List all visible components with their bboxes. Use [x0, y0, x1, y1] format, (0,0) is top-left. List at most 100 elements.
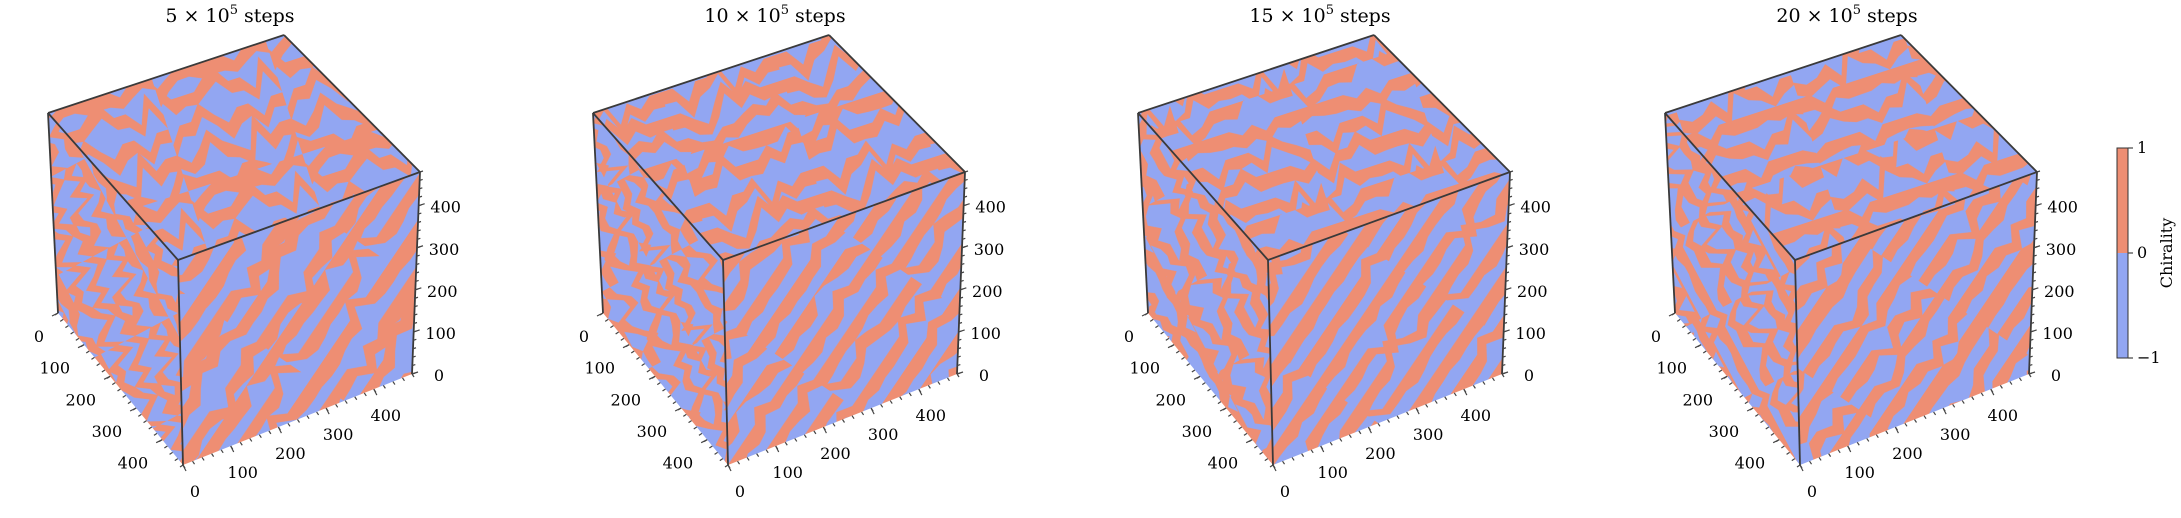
- z-axis-minor-tick: [960, 279, 964, 282]
- x-axis-minor-tick: [693, 426, 698, 430]
- z-axis-minor-tick: [1503, 321, 1508, 325]
- x-axis-minor-tick: [703, 439, 708, 443]
- y-tick-label: 400: [371, 406, 402, 425]
- x-tick-label: 200: [1683, 390, 1714, 409]
- z-axis-minor-tick: [2034, 229, 2038, 232]
- x-axis-minor-tick: [1786, 451, 1790, 455]
- z-axis-minor-tick: [2028, 372, 2033, 375]
- x-axis-minor-tick: [1687, 331, 1691, 335]
- x-axis-minor-tick: [1739, 394, 1744, 398]
- x-axis-minor-tick: [1149, 318, 1154, 322]
- x-axis-minor-tick: [164, 445, 168, 449]
- x-axis-minor-tick: [688, 420, 692, 424]
- panel-title: 5 × 105 steps: [165, 3, 294, 27]
- y-axis-minor-tick: [1406, 411, 1410, 416]
- y-axis-minor-tick: [1453, 392, 1457, 397]
- z-axis-minor-tick: [2031, 305, 2035, 308]
- z-axis-minor-tick: [412, 347, 417, 350]
- z-axis-minor-tick: [2029, 355, 2033, 358]
- y-axis-minor-tick: [1933, 411, 1937, 416]
- x-axis-minor-tick: [1170, 344, 1175, 348]
- z-axis-minor-tick: [415, 271, 420, 274]
- z-tick-label: 0: [979, 366, 989, 385]
- y-tick-label: 200: [275, 444, 306, 463]
- z-axis-minor-tick: [1507, 220, 1512, 224]
- y-tick-label: 0: [1280, 482, 1290, 501]
- x-axis-minor-tick: [75, 337, 80, 341]
- z-axis-minor-tick: [2036, 178, 2040, 181]
- x-axis-minor-tick: [1160, 331, 1164, 335]
- x-axis-minor-tick: [1749, 407, 1754, 411]
- top-face: [1665, 35, 2037, 260]
- y-axis-minor-tick: [363, 392, 367, 397]
- x-axis-minor-tick: [1702, 350, 1707, 354]
- x-axis-minor-tick: [1718, 369, 1723, 373]
- y-axis-minor-tick: [306, 415, 310, 420]
- z-axis-minor-tick: [959, 305, 963, 308]
- y-axis-minor-tick: [249, 438, 253, 442]
- y-axis-minor-tick: [1980, 392, 1984, 397]
- top-face: [1138, 35, 1510, 260]
- y-tick-label: 400: [1461, 406, 1492, 425]
- z-axis-minor-tick: [1503, 330, 1507, 333]
- y-axis-minor-tick: [1942, 407, 1946, 412]
- cube-edge: [1794, 259, 1801, 466]
- z-axis-minor-tick: [418, 204, 422, 207]
- y-axis-minor-tick: [1990, 388, 1994, 393]
- y-axis-minor-tick: [899, 396, 903, 401]
- x-axis-minor-tick: [1233, 420, 1237, 424]
- z-axis-minor-tick: [963, 212, 967, 215]
- y-axis-minor-tick: [354, 396, 358, 401]
- z-axis-minor-tick: [2035, 212, 2039, 215]
- y-axis-minor-tick: [239, 441, 243, 446]
- x-axis-minor-tick: [106, 375, 111, 379]
- z-axis-minor-tick: [2032, 288, 2036, 291]
- y-tick-label: 400: [1988, 406, 2019, 425]
- x-axis-minor-tick: [1191, 369, 1196, 373]
- z-axis-minor-tick: [2035, 195, 2040, 198]
- z-axis-minor-tick: [1509, 178, 1513, 181]
- y-axis-minor-tick: [937, 381, 941, 385]
- x-axis-minor-tick: [1791, 458, 1796, 462]
- z-tick-label: 300: [1519, 240, 1550, 259]
- y-tick-label: 300: [1940, 425, 1971, 444]
- x-tick-label: 300: [637, 422, 668, 441]
- z-tick-label: 400: [2047, 198, 2078, 217]
- z-axis-minor-tick: [2034, 220, 2039, 224]
- panels: 5 × 105 steps 0 100 200 300 400 0 100 200 300 400 0…: [34, 3, 2078, 501]
- y-axis-minor-tick: [2018, 377, 2022, 382]
- cube-edge: [592, 112, 724, 261]
- x-axis-minor-tick: [1781, 445, 1785, 449]
- z-axis-minor-tick: [1502, 355, 1506, 358]
- x-axis-minor-tick: [1186, 363, 1190, 367]
- y-axis-minor-tick: [1358, 430, 1362, 435]
- z-axis-minor-tick: [960, 288, 964, 291]
- z-axis-minor-tick: [1508, 195, 1513, 198]
- y-axis-minor-tick: [1904, 422, 1908, 427]
- colorbar-tick-bottom: −1: [2137, 348, 2161, 367]
- y-axis-minor-tick: [1818, 457, 1822, 461]
- y-axis-minor-tick: [1952, 404, 1956, 408]
- z-axis-minor-tick: [416, 246, 421, 249]
- z-tick-label: 400: [1520, 198, 1551, 217]
- x-axis-minor-tick: [677, 407, 682, 411]
- x-axis-minor-tick: [1755, 413, 1759, 417]
- z-axis-minor-tick: [959, 296, 964, 299]
- y-axis-minor-tick: [889, 400, 893, 404]
- x-axis-minor-tick: [1744, 401, 1749, 405]
- y-tick-label: 0: [190, 482, 200, 501]
- x-axis-minor-tick: [641, 363, 645, 367]
- cube-edge: [177, 171, 421, 261]
- panel-title: 20 × 105 steps: [1776, 3, 1917, 27]
- z-axis-minor-tick: [964, 170, 969, 173]
- x-axis-minor-tick: [148, 426, 153, 430]
- right-face: [178, 172, 420, 465]
- z-axis-minor-tick: [2035, 204, 2039, 207]
- y-tick-label: 0: [735, 482, 745, 501]
- x-axis-minor-tick: [127, 401, 132, 405]
- z-axis-minor-tick: [1504, 313, 1508, 316]
- y-axis-minor-tick: [1387, 419, 1390, 423]
- x-axis-minor-tick: [1238, 426, 1243, 430]
- y-axis-minor-tick: [1482, 381, 1486, 385]
- x-axis-minor-tick: [615, 331, 619, 335]
